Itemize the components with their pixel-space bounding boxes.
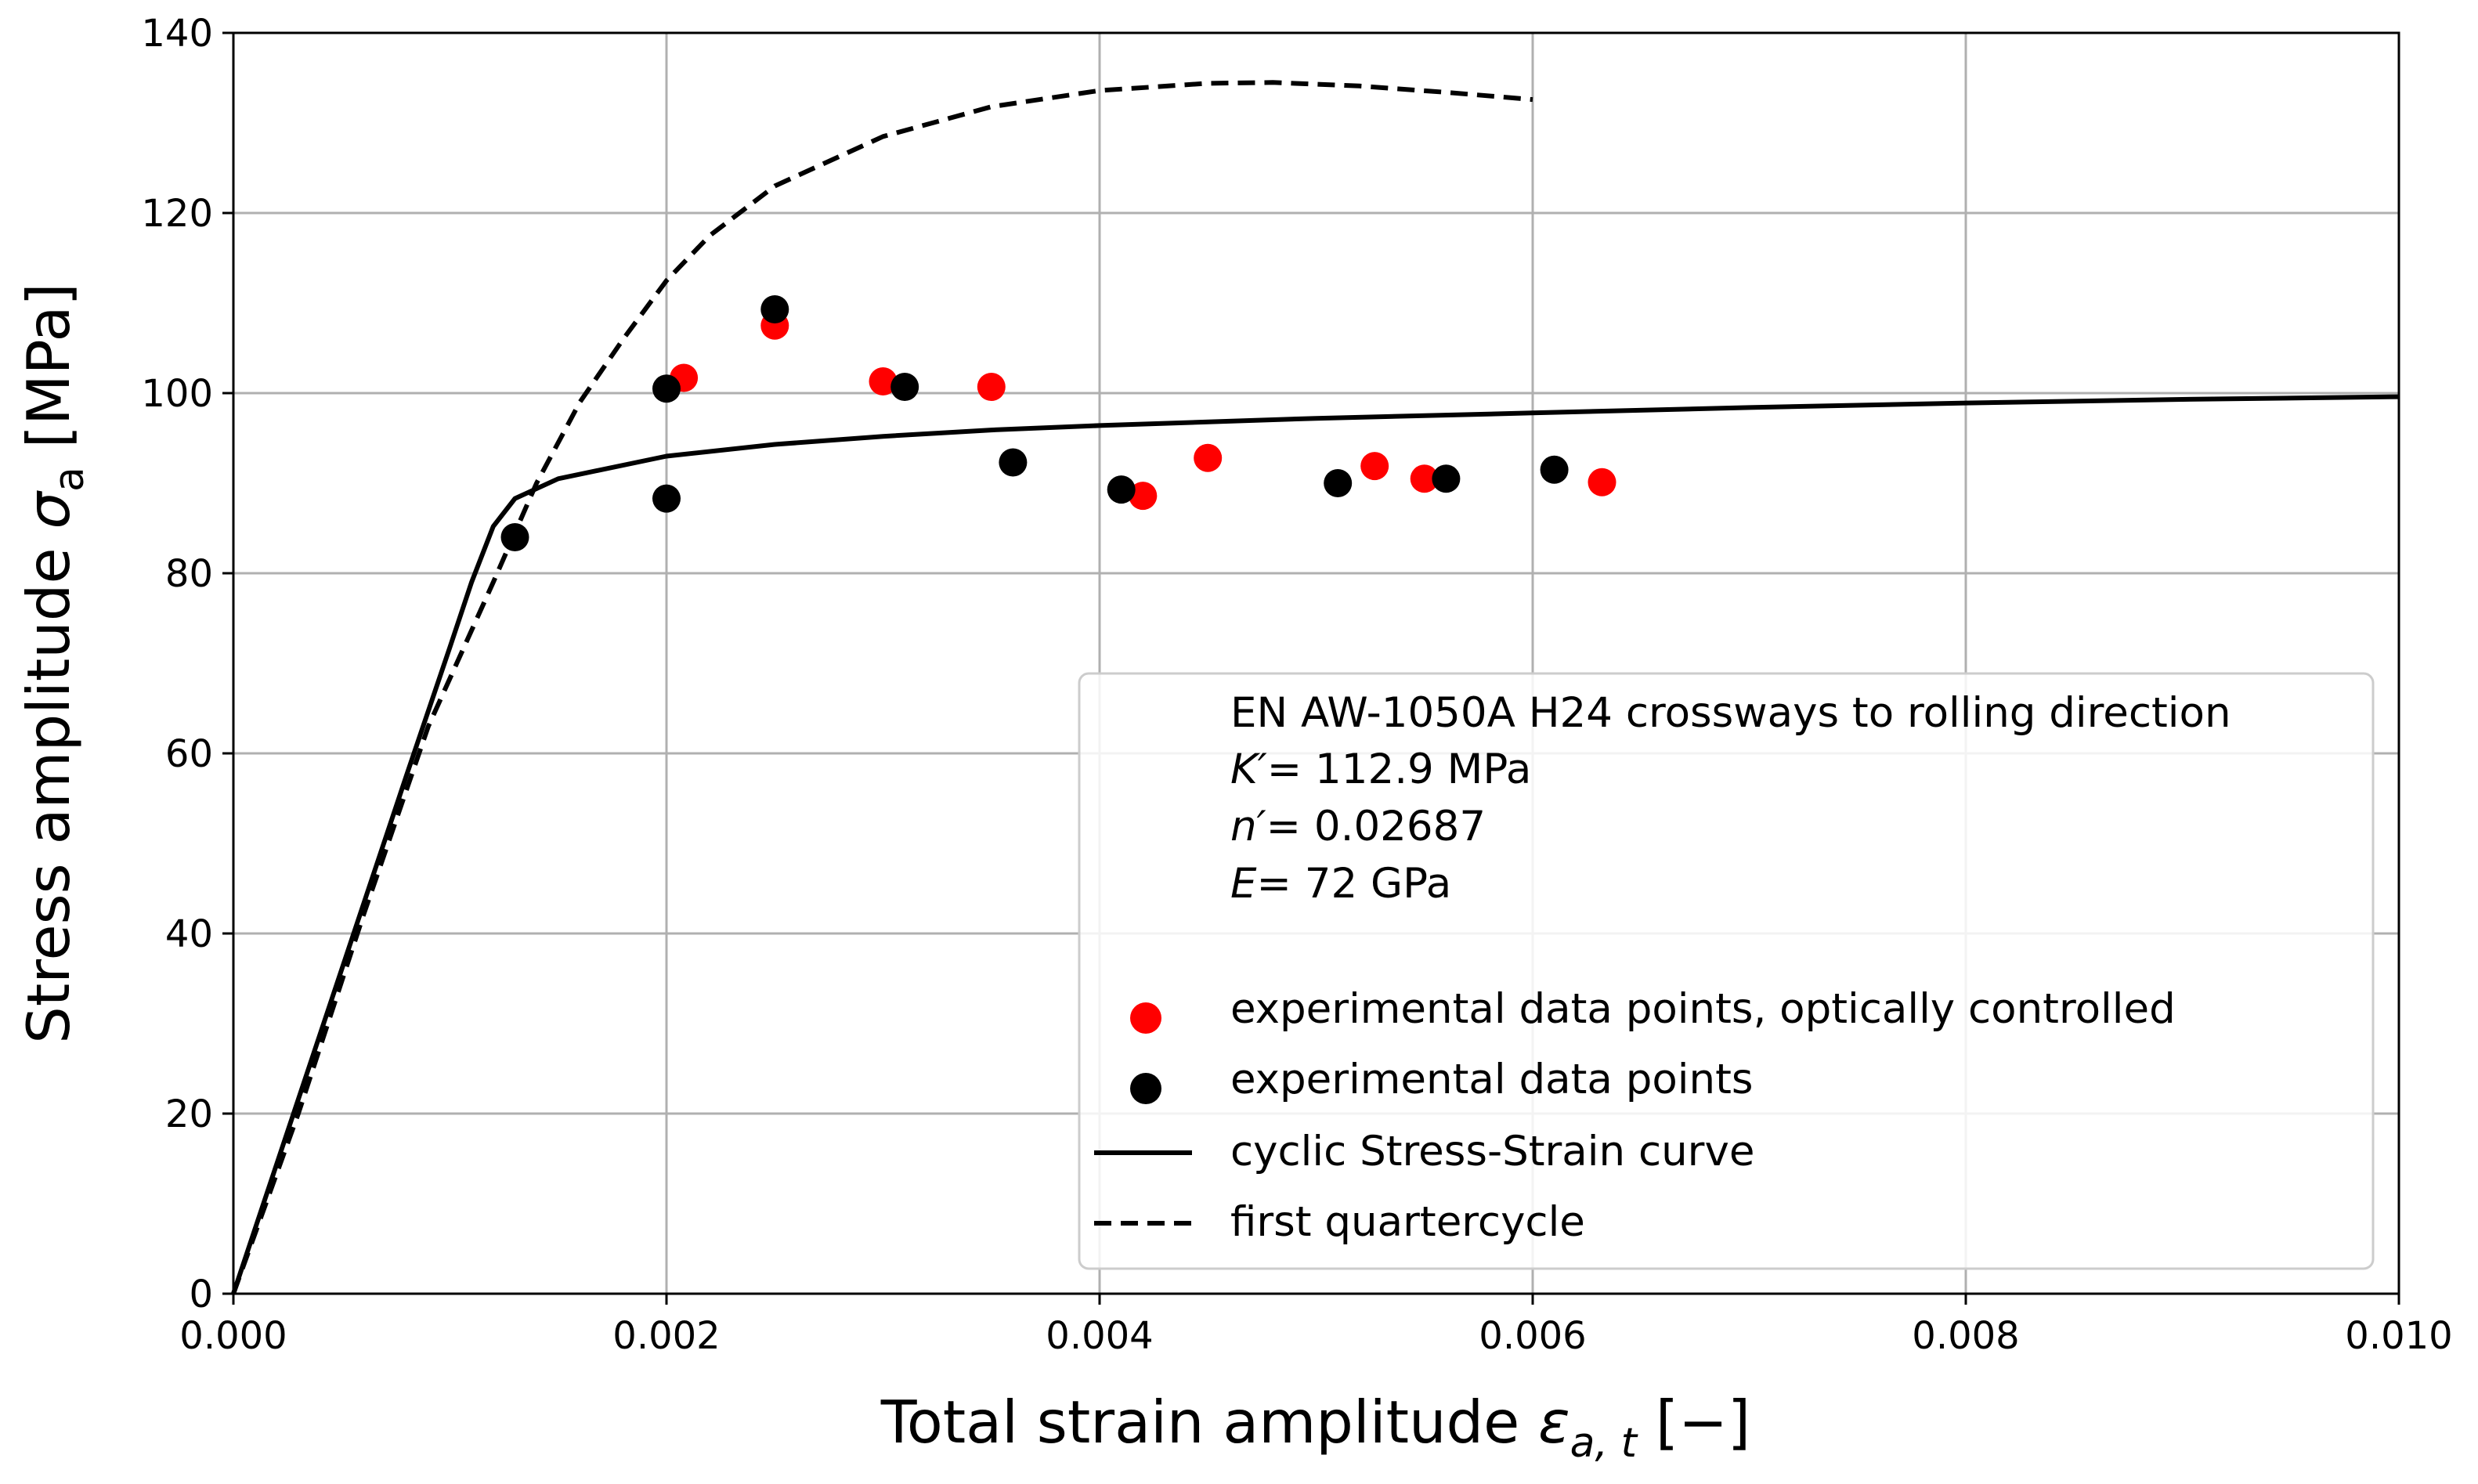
legend-label-data-points: experimental data points	[1230, 1056, 1753, 1103]
legend-e-modulus: E= 72 GPa	[1230, 860, 1451, 908]
first-quartercycle-line	[231, 80, 1533, 1295]
optical-data-point	[869, 367, 898, 395]
y-tick-label: 60	[165, 732, 213, 776]
legend-title: EN AW-1050A H24 crossways to rolling dir…	[1230, 689, 2231, 737]
cyclic-stress-strain-line	[231, 394, 2400, 1294]
y-axis-label: Stress amplitude σa [MPa]	[14, 283, 93, 1043]
y-tick-label: 40	[165, 912, 213, 956]
x-tick-label: 0.002	[612, 1314, 720, 1358]
y-tick-label: 120	[141, 192, 213, 236]
optical-data-point	[1129, 482, 1158, 511]
x-tick-label: 0.010	[2345, 1314, 2452, 1358]
x-tick-label: 0.006	[1479, 1314, 1586, 1358]
experimental-data-point	[1540, 455, 1569, 484]
legend-box	[1078, 672, 2375, 1270]
optical-data-point	[1410, 464, 1439, 493]
experimental-data-point	[999, 448, 1028, 477]
y-tick-label: 0	[189, 1273, 213, 1316]
legend-marker-red-dot	[1130, 1002, 1161, 1034]
optical-data-point	[1194, 443, 1223, 472]
legend: EN AW-1050A H24 crossways to rolling dir…	[1078, 672, 2375, 1270]
legend-label-optical-points: experimental data points, optically cont…	[1230, 985, 2176, 1033]
y-tick-label: 80	[165, 552, 213, 596]
experimental-data-point	[1324, 469, 1353, 497]
experimental-data-point	[1432, 464, 1461, 493]
legend-n-prime: n′= 0.02687	[1230, 803, 1486, 850]
legend-label-cyclic-curve: cyclic Stress-Strain curve	[1230, 1128, 1754, 1175]
legend-k-prime: K′= 112.9 MPa	[1230, 746, 1531, 793]
experimental-data-point	[890, 373, 919, 401]
plot-frame	[232, 31, 2400, 1295]
experimental-data-point	[652, 374, 681, 403]
experimental-data-point	[500, 523, 529, 551]
x-tick-label: 0.000	[179, 1314, 287, 1358]
legend-marker-black-dot	[1130, 1073, 1161, 1104]
x-tick-label: 0.008	[1912, 1314, 2019, 1358]
experimental-data-point	[652, 484, 681, 513]
y-tick-label: 140	[141, 12, 213, 56]
optical-data-point	[977, 373, 1006, 401]
legend-label-quartercycle: first quartercycle	[1230, 1198, 1585, 1246]
y-tick-label: 20	[165, 1092, 213, 1136]
x-tick-label: 0.004	[1046, 1314, 1153, 1358]
x-axis-label: Total strain amplitude εa, t [−]	[880, 1388, 1750, 1467]
axis-ticks: 0.000 0.002 0.004 0.006 0.008 0.010 0 20 40 60 80 1…	[141, 12, 2452, 1358]
optical-data-point	[1588, 468, 1616, 496]
experimental-data-point	[1107, 475, 1136, 504]
experimental-data-point	[760, 295, 789, 323]
optical-data-point	[1360, 452, 1389, 481]
y-tick-label: 100	[141, 372, 213, 416]
data-series	[231, 80, 2400, 1295]
